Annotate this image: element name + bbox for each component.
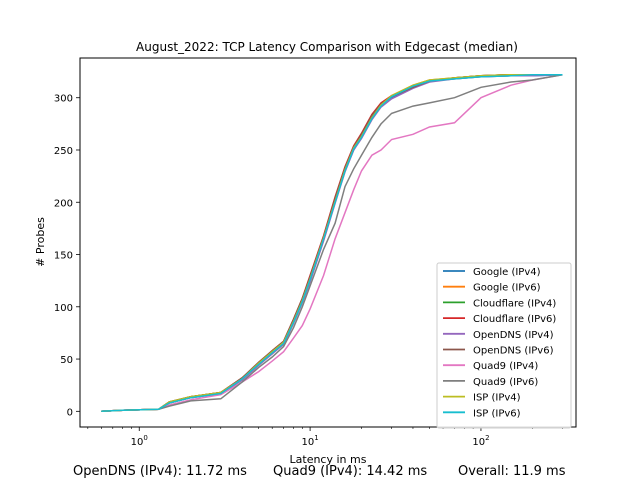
series-line-8 (101, 73, 563, 413)
x-axis-ticks: 100 101 102 (87, 427, 563, 448)
y-tick-label: 250 (54, 146, 73, 157)
legend-label: Google (IPv4) (473, 267, 541, 278)
x-axis-label: Latency in ms (290, 453, 367, 466)
series-line-10 (101, 73, 563, 413)
summary-footer: OpenDNS (IPv4): 11.72 ms Quad9 (IPv4): 1… (0, 464, 640, 482)
y-tick-label: 0 (67, 407, 73, 418)
quad9-median-text: Quad9 (IPv4): 14.42 ms (273, 464, 428, 479)
opendns-median-text: OpenDNS (IPv4): 11.72 ms (73, 464, 247, 479)
series-lines (101, 73, 563, 413)
y-tick-label: 50 (60, 355, 73, 366)
legend-label: Quad9 (IPv4) (473, 361, 538, 372)
overall-median-text: Overall: 11.9 ms (458, 464, 566, 479)
legend-label: ISP (IPv6) (473, 408, 521, 419)
y-tick-label: 200 (54, 198, 73, 209)
legend-label: OpenDNS (IPv4) (473, 330, 554, 341)
legend: Google (IPv4) Google (IPv6) Cloudflare (IP… (436, 262, 572, 429)
chart-title: August_2022: TCP Latency Comparison with… (136, 40, 518, 54)
legend-label: Quad9 (IPv6) (473, 377, 538, 388)
plot-frame (79, 57, 577, 428)
legend-label: Cloudflare (IPv4) (473, 298, 556, 309)
legend-label: Cloudflare (IPv6) (473, 314, 556, 325)
x-tick-label: 100 (131, 434, 148, 448)
y-tick-label: 300 (54, 94, 73, 105)
x-tick-label: 102 (472, 434, 489, 448)
legend-box (436, 262, 572, 429)
legend-label: ISP (IPv4) (473, 393, 521, 404)
x-tick-label: 101 (302, 434, 319, 448)
y-tick-label: 150 (54, 251, 73, 262)
legend-label: Google (IPv6) (473, 283, 541, 294)
y-axis-ticks: 0 50 100 150 200 250 300 (54, 94, 80, 418)
series-line-7 (101, 73, 563, 413)
y-axis-label: # Probes (34, 217, 47, 267)
legend-label: OpenDNS (IPv6) (473, 346, 554, 357)
y-tick-label: 100 (54, 303, 73, 314)
